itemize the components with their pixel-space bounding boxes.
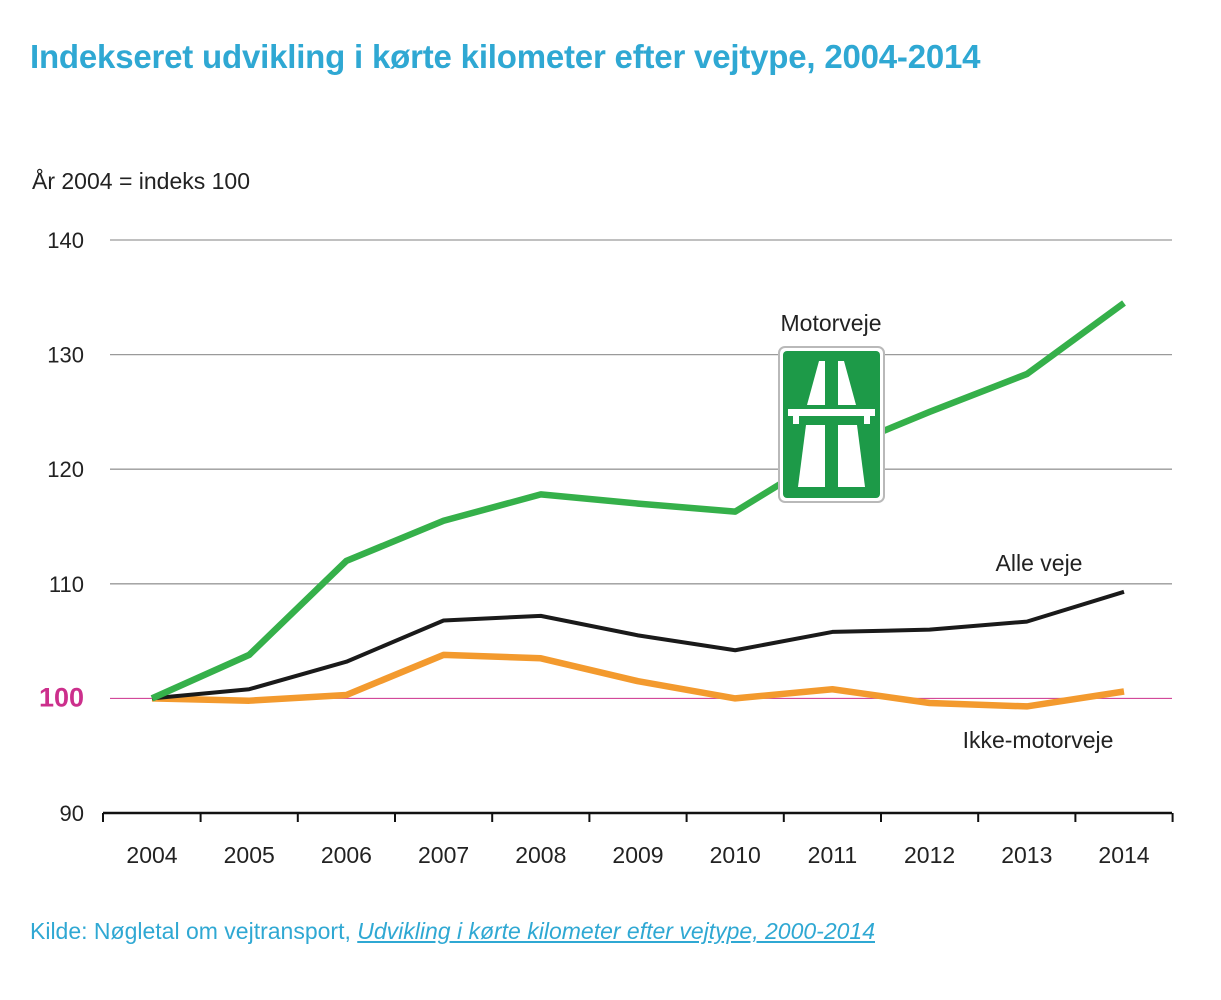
y-tick-label: 100: [39, 682, 84, 712]
x-tick-label: 2014: [1098, 842, 1149, 868]
x-tick-label: 2004: [126, 842, 177, 868]
series-line-alle-veje: [151, 589, 1125, 701]
x-tick-label: 2009: [612, 842, 663, 868]
series-label-ikke-motorveje: Ikke-motorveje: [963, 727, 1114, 753]
y-tick-label: 110: [49, 572, 84, 597]
y-tick-label: 90: [60, 801, 84, 826]
x-tick-label: 2006: [321, 842, 372, 868]
series-label-alle-veje: Alle veje: [996, 550, 1083, 576]
x-tick-label: 2005: [224, 842, 275, 868]
x-tick-label: 2010: [710, 842, 761, 868]
source-note: Kilde: Nøgletal om vejtransport, Udvikli…: [30, 918, 875, 945]
y-axis-note: År 2004 = indeks 100: [32, 168, 251, 194]
x-tick-label: 2011: [808, 842, 857, 868]
gridlines: [110, 239, 1172, 699]
series-line-motorveje: [150, 300, 1126, 702]
y-tick-label: 140: [47, 228, 84, 253]
x-tick-label: 2012: [904, 842, 955, 868]
x-tick-label: 2008: [515, 842, 566, 868]
y-tick-label: 120: [47, 457, 84, 482]
x-tick-label: 2013: [1001, 842, 1052, 868]
x-tick-label: 2007: [418, 842, 469, 868]
series-lines: [150, 300, 1126, 710]
axes: 90 100 110 120 130 140 2004 2005 2006 2007 2008 200…: [39, 228, 1174, 868]
series-labels: Motorveje Alle veje Ikke-motorveje: [781, 310, 1114, 753]
source-prefix: Kilde: Nøgletal om vejtransport,: [30, 918, 358, 944]
source-link[interactable]: Udvikling i kørte kilometer efter vejtyp…: [357, 918, 875, 944]
motorway-sign-icon: [778, 346, 885, 503]
chart-title: Indekseret udvikling i kørte kilometer e…: [30, 38, 981, 75]
series-line-ikke-motorveje: [151, 651, 1125, 710]
y-tick-label: 130: [47, 343, 84, 368]
series-label-motorveje: Motorveje: [781, 310, 882, 336]
